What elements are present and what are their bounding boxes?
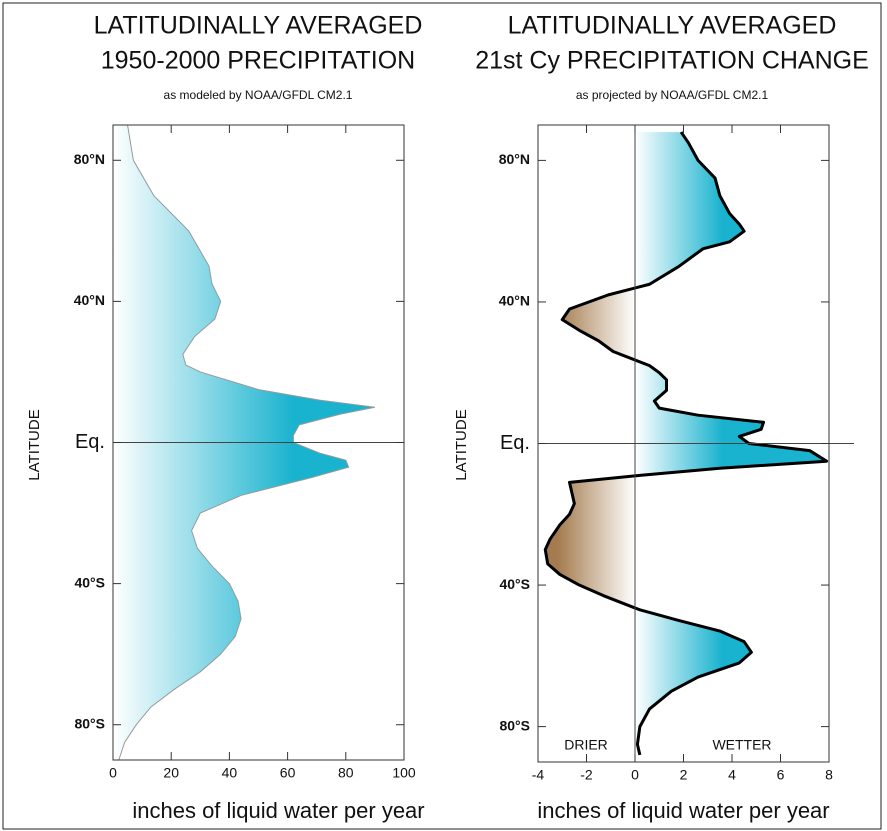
chart-title: 21st Cy PRECIPITATION CHANGE bbox=[475, 47, 869, 75]
x-tick-label: 8 bbox=[825, 767, 833, 783]
y-axis-label: LATITUDE bbox=[26, 409, 43, 480]
x-tick-label: 20 bbox=[163, 765, 179, 781]
y-tick-label: 80°N bbox=[74, 151, 105, 167]
x-tick-label: 60 bbox=[280, 765, 296, 781]
x-tick-label: -4 bbox=[532, 767, 545, 783]
y-tick-label: 40°S bbox=[74, 574, 105, 590]
x-tick-label: 2 bbox=[680, 767, 688, 783]
y-tick-label: 80°S bbox=[499, 717, 530, 733]
y-axis-label: LATITUDE bbox=[453, 409, 470, 480]
x-tick-label: 40 bbox=[222, 765, 238, 781]
x-tick-label: 80 bbox=[338, 765, 354, 781]
chart-subtitle: as modeled by NOAA/GFDL CM2.1 bbox=[164, 88, 353, 102]
y-tick-label: 80°N bbox=[499, 151, 530, 167]
x-tick-label: 6 bbox=[777, 767, 785, 783]
y-tick-label: Eq. bbox=[500, 432, 530, 454]
y-tick-label: Eq. bbox=[75, 431, 105, 453]
chart-title: LATITUDINALLY AVERAGED bbox=[94, 12, 423, 40]
chart-subtitle: as projected by NOAA/GFDL CM2.1 bbox=[576, 88, 769, 102]
x-axis-label: inches of liquid water per year bbox=[537, 798, 829, 823]
x-tick-label: 4 bbox=[728, 767, 736, 783]
x-tick-label: 0 bbox=[109, 765, 117, 781]
chart-title: 1950-2000 PRECIPITATION bbox=[101, 47, 415, 75]
x-tick-label: 0 bbox=[631, 767, 639, 783]
x-axis-label: inches of liquid water per year bbox=[132, 798, 424, 823]
chart-title: LATITUDINALLY AVERAGED bbox=[508, 12, 837, 40]
outline bbox=[543, 131, 829, 756]
y-tick-label: 40°N bbox=[74, 292, 105, 308]
outline bbox=[118, 124, 375, 761]
y-tick-label: 40°S bbox=[499, 576, 530, 592]
annotation: DRIER bbox=[564, 737, 608, 753]
x-tick-label: -2 bbox=[580, 767, 593, 783]
x-tick-label: 100 bbox=[392, 765, 416, 781]
y-tick-label: 40°N bbox=[499, 293, 530, 309]
annotation: WETTER bbox=[712, 737, 771, 753]
y-tick-label: 80°S bbox=[74, 715, 105, 731]
